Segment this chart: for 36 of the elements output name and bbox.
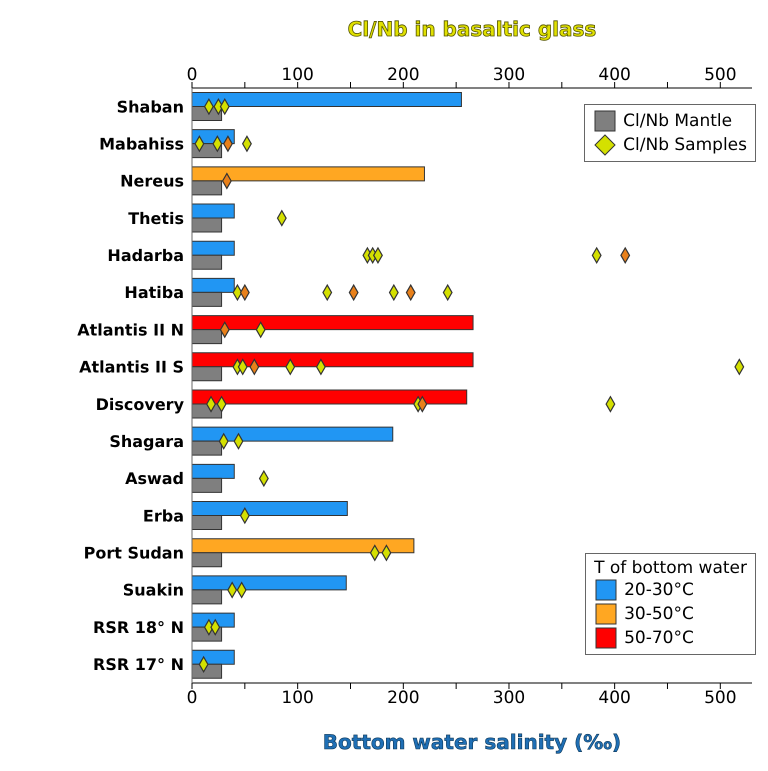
y-tick-label: Thetis	[128, 208, 184, 228]
y-tick-label: Atlantis II N	[77, 320, 184, 340]
x-tick-label: 300	[492, 65, 526, 85]
x-axis-title: Bottom water salinity (‰)	[322, 730, 622, 754]
x2-tick-label: 100	[281, 688, 314, 708]
y-tick-label: Mabahiss	[99, 134, 184, 154]
y-tick-label: Discovery	[96, 394, 185, 414]
y-tick-label: Port Sudan	[84, 544, 184, 563]
y-tick-label: Erba	[142, 506, 184, 526]
legend-label: 20-30°C	[624, 580, 694, 600]
legend-label: 30-50°C	[624, 604, 694, 624]
legend-label: Cl/Nb Samples	[623, 135, 747, 155]
y-tick-label: RSR 18° N	[93, 618, 184, 637]
y-tick-label: Shagara	[109, 432, 184, 451]
y-tick-label: Atlantis II S	[79, 358, 184, 377]
x-tick-label: 100	[281, 65, 314, 85]
y-tick-label: RSR 17° N	[93, 655, 184, 674]
legend-label: Cl/Nb Mantle	[623, 111, 732, 131]
x2-tick-label: 300	[492, 688, 526, 708]
x2-axis-title: Cl/Nb in basaltic glass	[348, 17, 596, 42]
y-tick-label: Suakin	[122, 580, 184, 600]
x-tick-label: 0	[186, 65, 198, 85]
y-tick-label: Aswad	[125, 469, 184, 488]
y-tick-label: Shaban	[116, 97, 184, 116]
legend-title: T of bottom water	[594, 558, 747, 578]
x-tick-label: 400	[598, 65, 631, 85]
x2-tick-label: 500	[704, 688, 737, 708]
y-tick-label: Hatiba	[124, 283, 184, 302]
legend-label: 50-70°C	[624, 628, 694, 648]
x-tick-label: 200	[387, 65, 420, 85]
y-tick-label: Hadarba	[107, 246, 184, 266]
x2-tick-label: 400	[598, 688, 631, 708]
x2-tick-label: 0	[186, 688, 198, 708]
x-tick-label: 500	[704, 65, 737, 85]
y-tick-label: Nereus	[120, 172, 184, 191]
x2-tick-label: 200	[387, 688, 420, 708]
